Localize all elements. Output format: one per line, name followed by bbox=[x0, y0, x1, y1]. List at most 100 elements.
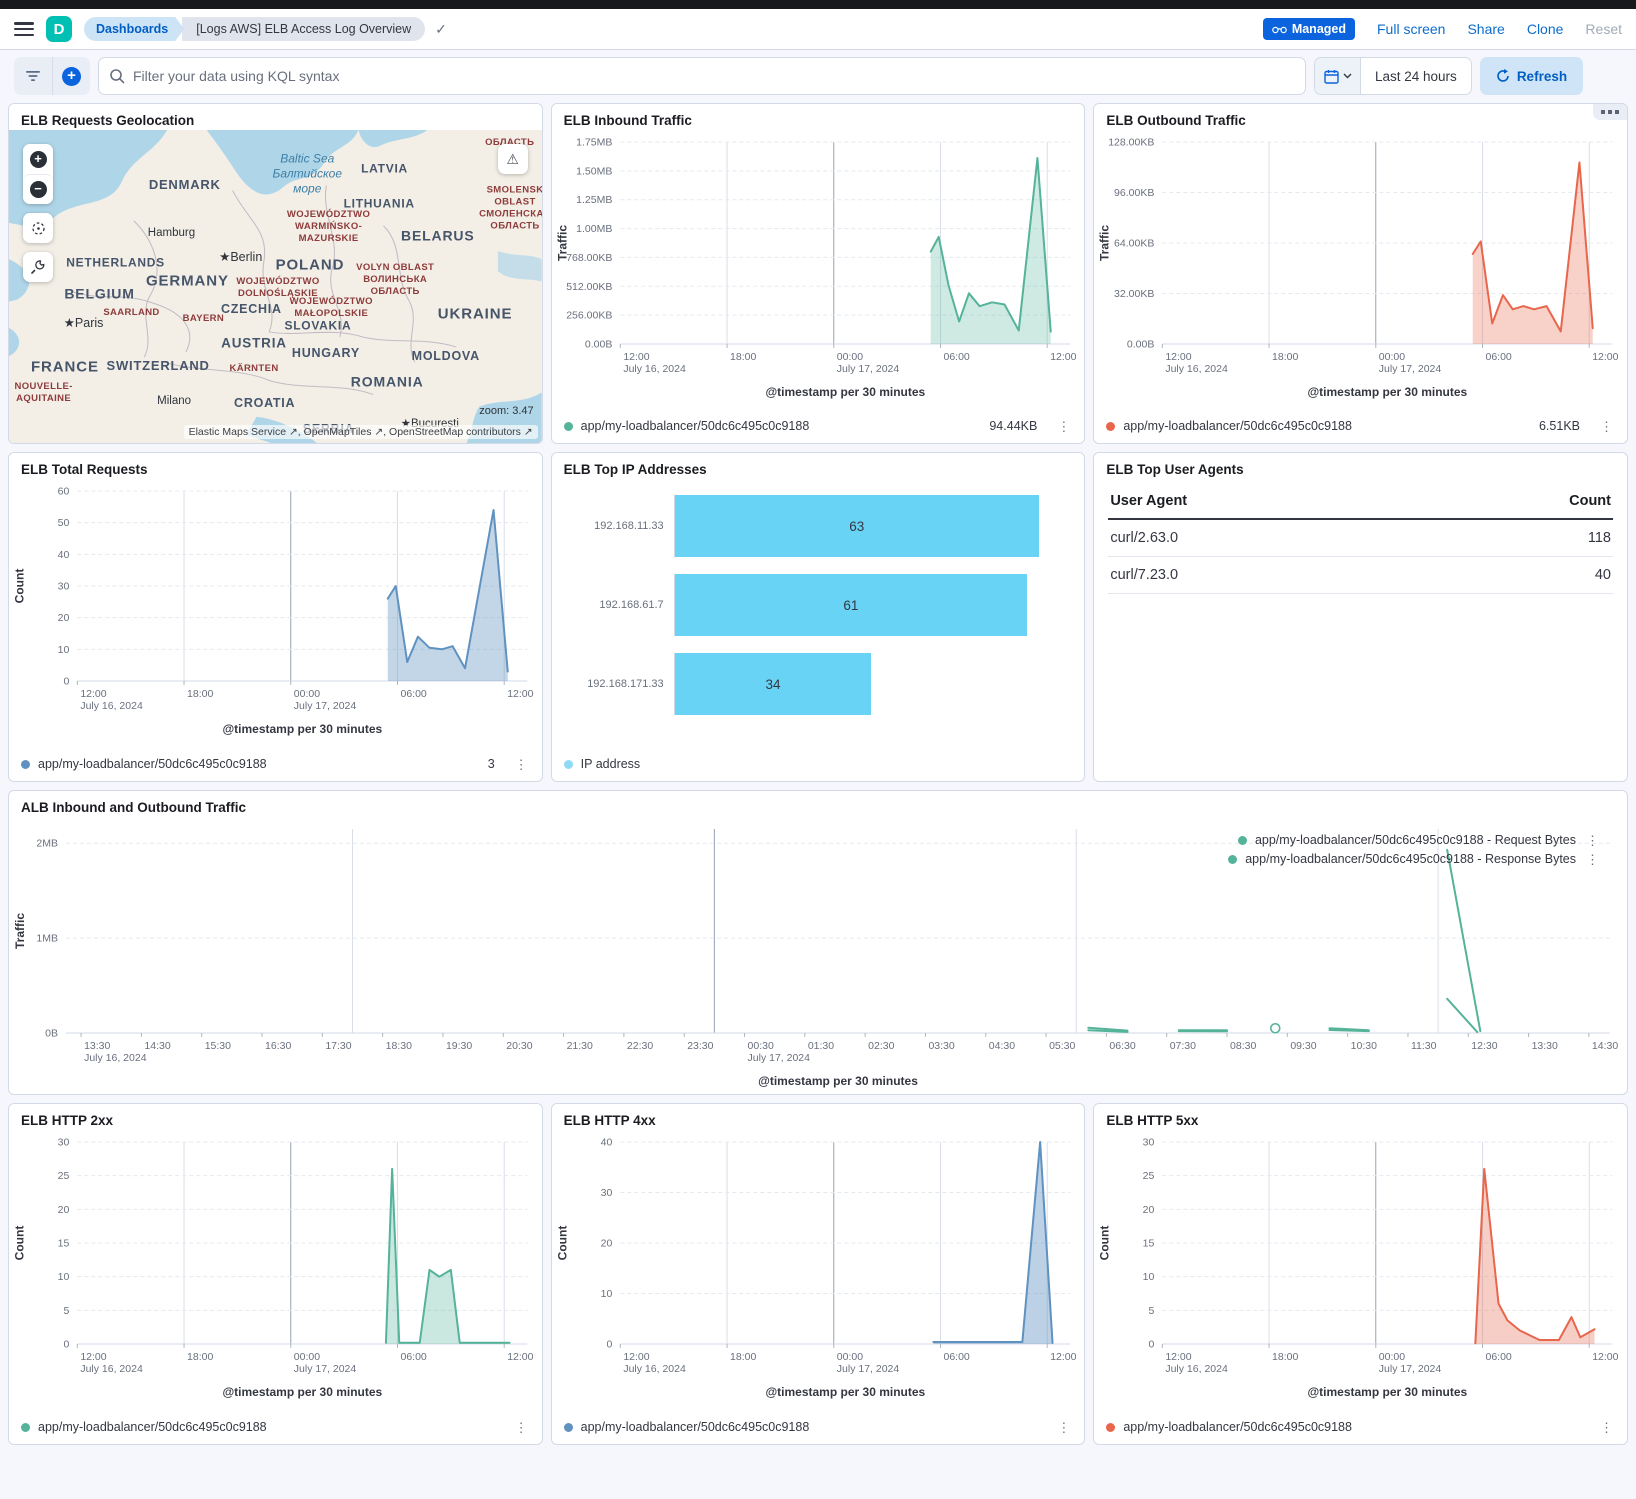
legend-menu-icon[interactable]: ⋮ bbox=[1057, 418, 1071, 434]
http-2xx-chart[interactable]: 0 5 10 15 20 25 30 12:00 July 16, 2024 18:00 00:00… bbox=[9, 1130, 542, 1407]
map-locate-button[interactable] bbox=[23, 213, 53, 243]
refresh-button[interactable]: Refresh bbox=[1479, 57, 1584, 95]
time-range-label[interactable]: Last 24 hours bbox=[1375, 68, 1457, 84]
inbound-traffic-chart[interactable]: 0.00B 256.00KB 512.00KB 768.00KB 1.00MB 1.25M… bbox=[552, 130, 1085, 407]
legend: app/my-loadbalancer/50dc6c495c0c9188 6.5… bbox=[1094, 413, 1627, 443]
svg-text:5: 5 bbox=[1149, 1305, 1155, 1317]
legend-menu-icon[interactable]: ⋮ bbox=[1057, 1419, 1071, 1435]
svg-text:256.00KB: 256.00KB bbox=[566, 310, 612, 322]
svg-text:12:00: 12:00 bbox=[507, 688, 533, 700]
map-zoom-out-button[interactable]: − bbox=[23, 174, 53, 204]
map-warning-button[interactable]: ⚠ bbox=[497, 144, 528, 174]
breadcrumb-dashboards[interactable]: Dashboards bbox=[84, 17, 184, 41]
svg-text:12:00: 12:00 bbox=[80, 1351, 106, 1363]
table-row[interactable]: curl/2.63.0 118 bbox=[1108, 520, 1613, 557]
legend-menu-icon[interactable]: ⋮ bbox=[514, 1419, 528, 1435]
svg-text:20: 20 bbox=[600, 1238, 612, 1250]
series-dot bbox=[563, 1422, 573, 1432]
panel-elb-top-user-agents: ELB Top User Agents User Agent Count cur… bbox=[1093, 452, 1628, 782]
panel-title: ELB Inbound Traffic bbox=[563, 113, 692, 128]
series-label: app/my-loadbalancer/50dc6c495c0c9188 - R… bbox=[1245, 852, 1576, 866]
series-label[interactable]: app/my-loadbalancer/50dc6c495c0c9188 bbox=[580, 419, 810, 433]
svg-text:July 16, 2024: July 16, 2024 bbox=[623, 363, 686, 375]
series-value: 3 bbox=[487, 757, 495, 771]
column-count[interactable]: Count bbox=[1569, 493, 1611, 509]
map-attribution[interactable]: Elastic Maps Service ↗, OpenMapTiles ↗, … bbox=[183, 425, 538, 439]
bar-row[interactable]: 192.168.171.33 34 bbox=[558, 653, 1067, 715]
total-requests-chart[interactable]: 0 10 20 30 40 50 60 12:00 July 16, 2024 18:00 00:0… bbox=[9, 479, 542, 744]
reset-button[interactable]: Reset bbox=[1585, 21, 1622, 37]
bar-row[interactable]: 192.168.11.33 63 bbox=[558, 495, 1067, 557]
series-label[interactable]: IP address bbox=[580, 757, 641, 771]
series-dot bbox=[1106, 1422, 1116, 1432]
svg-text:60: 60 bbox=[58, 486, 70, 498]
share-button[interactable]: Share bbox=[1467, 21, 1505, 37]
geolocation-map[interactable]: ОБЛАСТЬ Baltic Sea Балтийское море LATVIA D… bbox=[9, 130, 542, 443]
managed-badge[interactable]: Managed bbox=[1262, 18, 1355, 40]
panel-title: ALB Inbound and Outbound Traffic bbox=[21, 800, 246, 815]
svg-text:@timestamp per 30 minutes: @timestamp per 30 minutes bbox=[222, 722, 382, 736]
ip-bar-chart[interactable]: 192.168.11.33 63 192.168.61.7 61 192.168.171… bbox=[552, 479, 1085, 732]
deployment-logo[interactable]: D bbox=[46, 16, 72, 42]
breadcrumb-current[interactable]: [Logs AWS] ELB Access Log Overview bbox=[182, 17, 426, 41]
legend-menu-icon[interactable]: ⋮ bbox=[1600, 1419, 1613, 1435]
clone-button[interactable]: Clone bbox=[1526, 21, 1564, 37]
svg-text:06:00: 06:00 bbox=[400, 688, 426, 700]
svg-text:0.00B: 0.00B bbox=[1127, 339, 1154, 351]
chart-svg: 0.00B 256.00KB 512.00KB 768.00KB 1.00MB 1.25M… bbox=[555, 137, 1076, 400]
svg-text:14:30: 14:30 bbox=[144, 1040, 170, 1052]
svg-text:@timestamp per 30 minutes: @timestamp per 30 minutes bbox=[765, 385, 925, 399]
series-label[interactable]: app/my-loadbalancer/50dc6c495c0c9188 bbox=[38, 757, 267, 771]
series-label[interactable]: app/my-loadbalancer/50dc6c495c0c9188 bbox=[1123, 1420, 1352, 1434]
panel-title: ELB Top IP Addresses bbox=[563, 462, 707, 477]
svg-text:18:00: 18:00 bbox=[730, 1351, 756, 1363]
map-zoom-level: zoom: 3.47 bbox=[479, 405, 534, 417]
kql-search[interactable] bbox=[98, 57, 1306, 95]
svg-text:20: 20 bbox=[58, 612, 70, 624]
legend-entry[interactable]: app/my-loadbalancer/50dc6c495c0c9188 - R… bbox=[1237, 832, 1601, 848]
svg-text:06:30: 06:30 bbox=[1109, 1040, 1135, 1052]
map-zoom-in-button[interactable]: + bbox=[23, 144, 53, 174]
series-label[interactable]: app/my-loadbalancer/50dc6c495c0c9188 bbox=[1123, 419, 1352, 433]
bar[interactable]: 34 bbox=[674, 653, 872, 715]
series-label[interactable]: app/my-loadbalancer/50dc6c495c0c9188 bbox=[580, 1420, 810, 1434]
bar[interactable]: 63 bbox=[674, 495, 1039, 557]
http-4xx-chart[interactable]: 0 10 20 30 40 12:00 July 16, 2024 18:00 00:00 Jul… bbox=[552, 1130, 1085, 1407]
http-5xx-chart[interactable]: 0 5 10 15 20 25 30 12:00 July 16, 2024 18:00 00:00… bbox=[1094, 1130, 1627, 1407]
full-screen-button[interactable]: Full screen bbox=[1377, 21, 1446, 37]
svg-text:15: 15 bbox=[1143, 1238, 1155, 1250]
svg-text:00:30: 00:30 bbox=[748, 1040, 774, 1052]
filter-icon[interactable] bbox=[14, 57, 52, 95]
panel-options-icon[interactable] bbox=[1593, 104, 1627, 120]
menu-icon[interactable] bbox=[14, 22, 34, 36]
table-row[interactable]: curl/7.23.0 40 bbox=[1108, 557, 1613, 594]
legend-menu-icon[interactable]: ⋮ bbox=[1586, 832, 1599, 848]
svg-text:18:00: 18:00 bbox=[187, 688, 213, 700]
svg-text:13:30: 13:30 bbox=[84, 1040, 110, 1052]
svg-text:40: 40 bbox=[58, 549, 70, 561]
svg-text:00:00: 00:00 bbox=[1379, 351, 1405, 363]
map-tools-button[interactable] bbox=[23, 252, 53, 282]
svg-text:14:30: 14:30 bbox=[1592, 1040, 1618, 1052]
svg-text:July 16, 2024: July 16, 2024 bbox=[80, 1363, 143, 1375]
svg-text:Count: Count bbox=[12, 569, 26, 604]
legend-menu-icon[interactable]: ⋮ bbox=[1586, 851, 1599, 867]
svg-text:10: 10 bbox=[600, 1288, 612, 1300]
add-filter-button[interactable]: + bbox=[52, 57, 90, 95]
legend-entry[interactable]: app/my-loadbalancer/50dc6c495c0c9188 - R… bbox=[1228, 852, 1601, 866]
svg-text:Traffic: Traffic bbox=[555, 225, 569, 261]
alb-traffic-chart[interactable]: 0B 1MB 2MB 13:30 July 16, 2024 14:30 15:30 16:3… bbox=[9, 817, 1627, 1094]
svg-text:0: 0 bbox=[606, 1339, 612, 1351]
series-label[interactable]: app/my-loadbalancer/50dc6c495c0c9188 bbox=[38, 1420, 267, 1434]
svg-text:July 17, 2024: July 17, 2024 bbox=[294, 700, 357, 712]
panel-elb-http-4xx: ELB HTTP 4xx 0 10 20 30 40 12:00 July 16, 2024… bbox=[550, 1103, 1086, 1445]
kql-search-input[interactable] bbox=[133, 68, 1295, 84]
column-user-agent[interactable]: User Agent bbox=[1110, 493, 1188, 509]
bar-row[interactable]: 192.168.61.7 61 bbox=[558, 574, 1067, 636]
bar[interactable]: 61 bbox=[674, 574, 1028, 636]
outbound-traffic-chart[interactable]: 0.00B 32.00KB 64.00KB 96.00KB 128.00KB 12:00 J… bbox=[1094, 130, 1627, 407]
calendar-button[interactable] bbox=[1315, 58, 1361, 94]
legend-menu-icon[interactable]: ⋮ bbox=[1600, 418, 1613, 434]
legend-menu-icon[interactable]: ⋮ bbox=[514, 756, 528, 772]
